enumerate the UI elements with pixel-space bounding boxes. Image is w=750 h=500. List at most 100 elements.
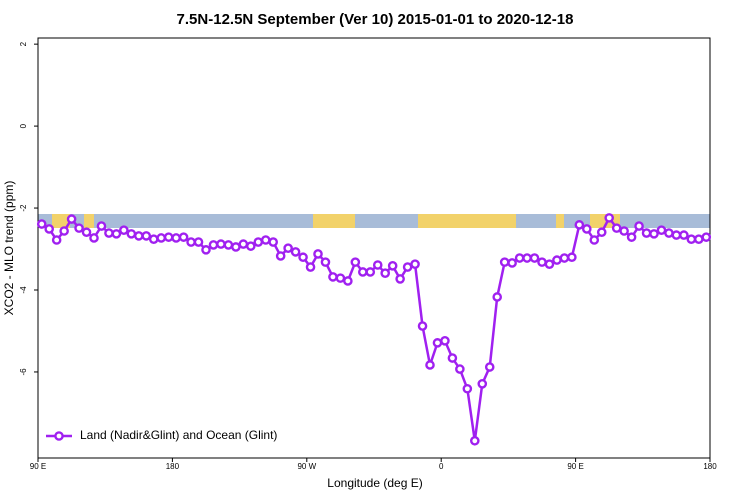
data-point xyxy=(440,336,450,346)
data-point xyxy=(679,230,689,240)
data-point xyxy=(357,267,368,277)
data-point xyxy=(223,240,234,250)
legend-label: Land (Nadir&Glint) and Ocean (Glint) xyxy=(80,428,277,442)
x-tick-label: 90 E xyxy=(567,462,583,471)
data-point xyxy=(574,220,585,230)
land-strip xyxy=(313,214,355,228)
x-axis-label: Longitude (deg E) xyxy=(327,476,422,490)
data-point xyxy=(432,338,443,348)
data-point xyxy=(589,235,600,245)
x-tick-label: 180 xyxy=(703,462,717,471)
data-point xyxy=(686,234,697,244)
data-point xyxy=(395,274,405,284)
data-point xyxy=(365,267,376,277)
data-point xyxy=(104,228,114,238)
x-tick-label: 0 xyxy=(439,462,444,471)
x-tick-label: 90 W xyxy=(297,462,316,471)
data-point xyxy=(656,225,667,235)
data-point xyxy=(283,243,293,254)
data-point xyxy=(268,237,279,247)
data-point xyxy=(611,223,622,233)
data-point xyxy=(596,227,607,238)
data-point xyxy=(201,245,211,255)
y-tick-label: -2 xyxy=(19,204,28,212)
data-point xyxy=(417,321,428,331)
y-axis-label: XCO2 - MLO trend (ppm) xyxy=(2,181,16,316)
data-point xyxy=(328,272,338,282)
data-point xyxy=(208,240,219,250)
data-point xyxy=(193,237,204,247)
data-point xyxy=(313,249,323,259)
data-point xyxy=(74,223,84,233)
data-point xyxy=(44,224,55,234)
data-point xyxy=(559,253,570,263)
ocean-strip xyxy=(38,214,710,228)
data-point xyxy=(469,435,480,446)
data-point xyxy=(163,232,174,242)
data-point xyxy=(66,214,77,224)
data-point xyxy=(59,226,69,236)
data-point xyxy=(544,259,555,269)
x-tick-label: 180 xyxy=(166,462,180,471)
data-point xyxy=(694,234,704,244)
data-point xyxy=(619,226,629,236)
data-point xyxy=(89,233,99,243)
y-tick-label: -6 xyxy=(19,368,28,376)
data-point xyxy=(111,229,122,239)
data-point xyxy=(641,228,652,238)
x-tick-label: 90 E xyxy=(30,462,46,471)
land-strip xyxy=(84,214,94,228)
data-point xyxy=(171,233,181,243)
data-point xyxy=(51,235,62,245)
data-point xyxy=(238,239,249,249)
data-point xyxy=(260,235,271,245)
data-point xyxy=(178,232,189,242)
y-tick-label: -4 xyxy=(19,286,28,294)
data-point xyxy=(671,230,682,240)
data-point xyxy=(298,252,308,263)
data-point xyxy=(275,251,286,261)
data-point xyxy=(402,262,413,272)
data-point xyxy=(133,231,144,241)
data-point xyxy=(231,242,241,252)
legend-marker xyxy=(54,431,64,441)
data-point xyxy=(552,255,562,265)
data-point xyxy=(537,257,547,267)
data-point xyxy=(290,247,301,257)
data-point xyxy=(96,221,107,231)
data-point xyxy=(253,237,264,247)
y-tick-label: 2 xyxy=(19,41,28,46)
data-point xyxy=(126,229,137,239)
data-point xyxy=(305,262,316,272)
data-point xyxy=(447,353,458,363)
data-point xyxy=(455,364,465,374)
data-point xyxy=(335,273,346,283)
land-strip xyxy=(52,214,70,228)
data-point xyxy=(36,219,47,229)
data-point xyxy=(529,253,540,263)
data-point xyxy=(522,253,532,263)
data-point xyxy=(119,225,129,235)
data-point xyxy=(462,383,473,394)
data-point xyxy=(245,241,256,251)
data-point xyxy=(410,259,420,269)
data-point xyxy=(372,260,383,270)
data-point xyxy=(380,268,391,279)
data-point xyxy=(387,261,398,271)
data-point xyxy=(425,360,435,370)
data-point xyxy=(567,252,577,263)
y-tick-label: 0 xyxy=(19,123,28,128)
data-point xyxy=(216,239,226,249)
data-point xyxy=(477,379,488,389)
series-line xyxy=(41,215,707,441)
data-point xyxy=(156,233,166,243)
data-point xyxy=(604,213,615,223)
data-point xyxy=(343,276,353,286)
data-point xyxy=(492,292,503,302)
data-point xyxy=(499,257,510,267)
plot-frame xyxy=(37,37,711,459)
land-strip xyxy=(556,214,564,228)
data-point xyxy=(582,224,592,234)
